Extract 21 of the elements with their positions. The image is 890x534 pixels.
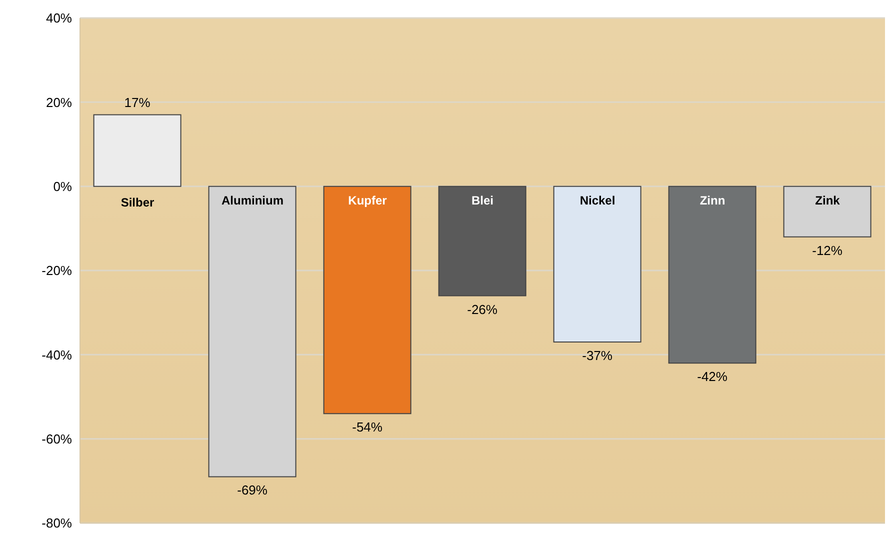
- x-tick-label: Kupfer: [348, 193, 388, 208]
- x-tick-label: Blei: [471, 193, 494, 208]
- data-label: -37%: [582, 348, 613, 364]
- x-tick-label: Nickel: [580, 193, 616, 208]
- data-label: -42%: [697, 369, 728, 384]
- data-label: -26%: [467, 302, 498, 317]
- x-tick-label: Silber: [120, 195, 154, 210]
- data-label: -54%: [352, 420, 383, 435]
- y-tick-label: -60%: [42, 431, 72, 446]
- data-label: -12%: [812, 242, 843, 258]
- data-label: -69%: [237, 482, 268, 498]
- y-tick-label: -20%: [42, 263, 72, 278]
- y-tick-label: -40%: [42, 347, 72, 362]
- x-tick-label: Aluminium: [222, 193, 284, 208]
- y-tick-label: 0%: [53, 178, 72, 194]
- x-tick-label: Zinn: [700, 193, 726, 208]
- y-tick-label: 20%: [46, 94, 72, 110]
- y-tick-label: -80%: [42, 516, 72, 531]
- y-tick-label: 40%: [46, 10, 72, 26]
- data-label: 17%: [124, 94, 151, 110]
- x-tick-label: Zink: [815, 193, 840, 208]
